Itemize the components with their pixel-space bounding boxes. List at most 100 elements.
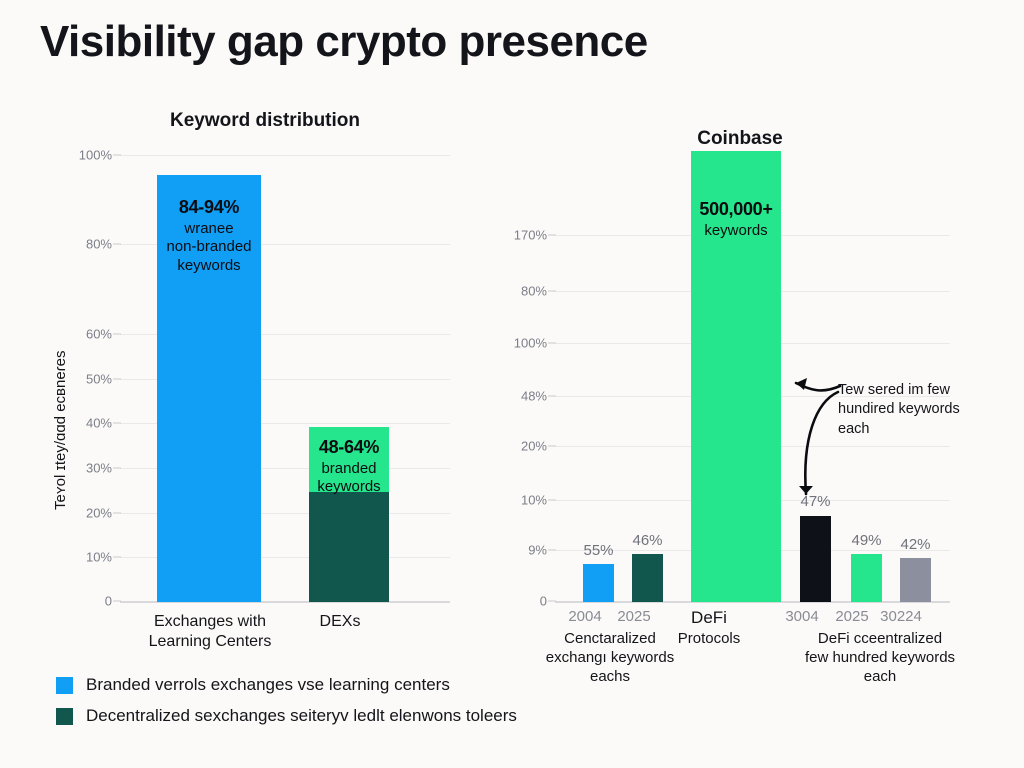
y-tick-dash — [548, 549, 556, 551]
y-tick-dash — [548, 445, 556, 447]
y-tick-dash — [548, 499, 556, 501]
x-tick-defi: DeFi — [691, 608, 727, 627]
y-tick-left-0: 0 — [104, 593, 112, 609]
gridline — [120, 334, 450, 335]
annotation-line-3: each — [838, 420, 870, 437]
annotation-text: Tew sered im few hundired keywords each — [838, 381, 1018, 439]
group-label-line-3: eachs — [589, 667, 631, 685]
gridline — [120, 513, 450, 514]
y-tick-dash — [113, 243, 121, 245]
y-tick-dash — [113, 600, 121, 602]
y-tick-right-10: 10% — [520, 492, 547, 508]
annotation-line-1: Tew sered im few — [838, 382, 951, 398]
group-label-line-3: each — [863, 667, 897, 685]
page-title: Visibility gap crypto presence — [40, 17, 648, 66]
plot-area-right: 55% 46% 500,000+ keywords 47% 49% 42% — [555, 150, 950, 603]
y-tick-dash — [113, 467, 121, 469]
bar-label-line-1: wranee — [184, 219, 234, 237]
y-tick-left-100: 100% — [78, 147, 112, 163]
y-tick-dash — [113, 154, 121, 156]
y-tick-dash — [113, 512, 121, 514]
group-label-line-2: few hundred keywords — [804, 648, 956, 666]
y-tick-dash — [548, 290, 556, 292]
plot-area-left: 84-94% wranee non-branded keywords 48-64… — [120, 155, 450, 603]
legend-item-branded[interactable]: Branded verrols exchanges vse learning c… — [56, 675, 517, 695]
y-tick-right-100: 100% — [513, 335, 547, 351]
y-tick-left-40: 40% — [85, 415, 112, 431]
x-axis-baseline-left — [120, 601, 450, 603]
bar-dexs-branded-segment[interactable]: 48-64% branded keywords — [309, 427, 389, 495]
bar-label-line-2: keywords — [317, 478, 381, 496]
x-tick-2004: 2004 — [568, 608, 602, 625]
gridline — [120, 423, 450, 424]
bar-value-label: 46% — [632, 532, 663, 549]
y-tick-right-9: 9% — [528, 542, 547, 558]
y-tick-left-10: 10% — [85, 549, 112, 565]
bar-3004-defi[interactable]: 47% — [800, 493, 831, 602]
group-label-line-1: Cenctaralized — [564, 630, 656, 647]
y-tick-right-170: 170% — [513, 227, 547, 243]
y-tick-right-48: 48% — [520, 388, 547, 404]
legend-label-decentralized: Decentralized sexchanges seiteryv ledlt … — [86, 706, 517, 725]
y-tick-dash — [113, 556, 121, 558]
group-label-line-1: DeFi cceentralized — [817, 630, 943, 647]
x-tick-2025-a: 2025 — [617, 608, 651, 625]
bar-label-coinbase: 500,000+ keywords — [691, 199, 781, 240]
x-tick-3004: 3004 — [785, 608, 819, 625]
bar-value-label: 47% — [800, 493, 831, 510]
x-tick-30224: 30224 — [880, 608, 922, 625]
y-tick-left-30: 30% — [85, 460, 112, 476]
x-category-dexs: DEXs — [319, 613, 361, 630]
bar-label-line-3: keywords — [177, 256, 241, 274]
annotation-line-2: hundired keywords — [838, 401, 960, 418]
bar-value-label: 42% — [900, 536, 931, 553]
bar-exchanges-with-learning-centers[interactable]: 84-94% wranee non-branded keywords — [157, 175, 261, 602]
group-label-line-2: exchangı keywords — [545, 648, 675, 666]
chart-title-coinbase: Coinbase — [697, 128, 783, 149]
bar-value-label: 49% — [851, 532, 882, 549]
gridline — [120, 557, 450, 558]
x-group-defi-decentralized: DeFi cceentralized few hundred keywords … — [785, 630, 975, 686]
chart-legend: Branded verrols exchanges vse learning c… — [56, 675, 517, 737]
bar-2025-defi[interactable]: 49% — [851, 532, 882, 602]
bar-30224-defi[interactable]: 42% — [900, 536, 931, 602]
x-category-exchanges: Exchanges with Learning Centers — [148, 613, 272, 650]
chart-title-keyword-distribution: Keyword distribution — [170, 110, 360, 131]
y-tick-right-0: 0 — [539, 593, 547, 609]
y-tick-left-80: 80% — [85, 236, 112, 252]
bar-label-line-2: non-branded — [166, 238, 252, 256]
y-tick-right-20: 20% — [520, 438, 547, 454]
y-tick-dash — [548, 600, 556, 602]
y-tick-left-60: 60% — [85, 326, 112, 342]
bar-2004-centralized[interactable]: 55% — [583, 542, 614, 602]
y-tick-dash — [548, 395, 556, 397]
gridline — [120, 379, 450, 380]
y-tick-dash — [113, 333, 121, 335]
y-tick-left-50: 50% — [85, 371, 112, 387]
bar-label-dexs: 48-64% branded keywords — [309, 437, 389, 497]
x-group-centralized-exchanges: Cenctaralized exchangı keywords eachs — [525, 630, 695, 686]
y-tick-dash — [548, 234, 556, 236]
bar-label-line-1: keywords — [704, 221, 768, 239]
y-tick-dash — [113, 378, 121, 380]
bar-defi-protocols-coinbase[interactable]: 500,000+ keywords — [691, 151, 781, 602]
bar-label-headline: 48-64% — [318, 437, 380, 457]
y-tick-dash — [113, 422, 121, 424]
bar-value-label: 55% — [583, 542, 614, 559]
legend-label-branded: Branded verrols exchanges vse learning c… — [86, 675, 450, 694]
legend-swatch-teal-icon — [56, 707, 73, 725]
y-tick-right-80: 80% — [520, 283, 547, 299]
bar-label-exchanges: 84-94% wranee non-branded keywords — [157, 197, 261, 275]
y-tick-dash — [548, 342, 556, 344]
y-tick-left-20: 20% — [85, 505, 112, 521]
x-group-defi-protocols: Protocols — [677, 630, 741, 647]
bar-dexs-decentralized-segment[interactable] — [309, 492, 389, 602]
gridline — [120, 468, 450, 469]
legend-item-decentralized[interactable]: Decentralized sexchanges seiteryv ledlt … — [56, 706, 517, 726]
legend-swatch-blue-icon — [56, 676, 73, 694]
bar-2025-centralized[interactable]: 46% — [632, 532, 663, 602]
gridline — [120, 155, 450, 156]
bar-label-line-1: branded — [321, 459, 377, 477]
bar-label-headline: 84-94% — [178, 197, 240, 217]
x-tick-2025-b: 2025 — [835, 608, 869, 625]
